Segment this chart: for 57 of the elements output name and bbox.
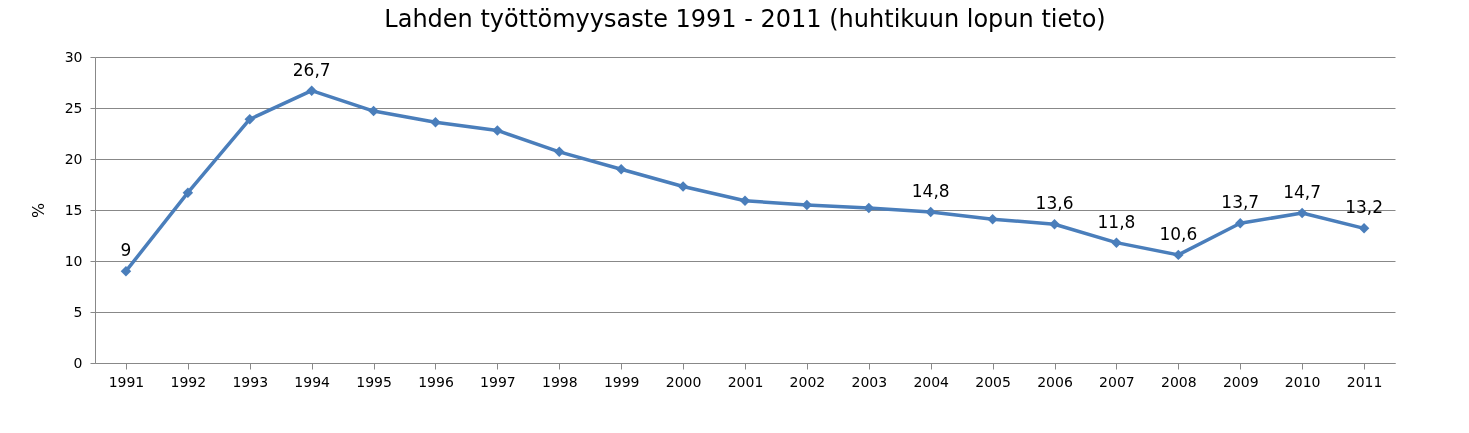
point <box>987 213 998 225</box>
x-tick-label: 2009 <box>1222 373 1259 390</box>
y-tick-label: 15 <box>64 201 83 218</box>
x-tick-label: 2004 <box>913 373 950 390</box>
x-tick-label: 2001 <box>727 373 764 390</box>
point <box>739 195 751 207</box>
y-tick-label: 5 <box>73 303 83 320</box>
point <box>244 113 256 125</box>
x-tick-label: 2003 <box>851 373 888 390</box>
y-tick-label: 30 <box>64 48 83 65</box>
data-label: 9 <box>120 240 132 261</box>
x-tick-label: 1994 <box>294 373 331 390</box>
chart-title: Lahden työttömyysaste 1991 - 2011 (huhtikuun lopun tieto) <box>384 5 1106 33</box>
point <box>120 265 132 277</box>
point <box>1234 218 1246 229</box>
data-label: 10,6 <box>1159 223 1198 244</box>
y-tick-label: 25 <box>64 99 83 116</box>
data-label: 14,7 <box>1283 182 1322 203</box>
x-tick-label: 2007 <box>1099 373 1135 390</box>
data-label: 11,8 <box>1097 211 1136 232</box>
x-tick-label: 1996 <box>418 373 454 390</box>
x-tick-label: 2000 <box>665 373 702 390</box>
point <box>1173 249 1184 261</box>
x-tick-label: 1998 <box>541 373 578 390</box>
x-tick-label: 2006 <box>1037 373 1073 390</box>
data-label: 13,6 <box>1035 193 1074 214</box>
point <box>1111 237 1122 248</box>
x-tick-label: 1992 <box>170 373 207 390</box>
x-tick-label: 1991 <box>108 373 145 390</box>
x-tick-label: 2010 <box>1284 373 1321 390</box>
point <box>368 105 379 117</box>
x-tick-label: 2005 <box>975 373 1011 390</box>
x-tick-label: 2011 <box>1346 373 1383 390</box>
data-label: 13,7 <box>1221 192 1260 213</box>
point <box>182 187 194 198</box>
y-tick-label: 10 <box>64 252 83 269</box>
data-label: 14,8 <box>911 181 950 202</box>
x-tick-label: 2002 <box>789 373 826 390</box>
point <box>615 163 627 175</box>
x-tick-label: 2008 <box>1161 373 1197 390</box>
point <box>1358 223 1370 234</box>
y-tick-label: 20 <box>64 150 83 167</box>
x-tick-label: 1997 <box>480 373 516 390</box>
data-label: 13,2 <box>1345 197 1383 218</box>
point <box>925 206 936 218</box>
point <box>430 117 441 128</box>
point <box>677 181 689 192</box>
point <box>492 125 503 136</box>
point <box>1049 219 1060 230</box>
point <box>554 146 565 158</box>
point <box>306 85 317 96</box>
data-label: 26,7 <box>292 59 331 80</box>
y-tick-label: 0 <box>73 354 83 371</box>
y-axis-title: % <box>28 202 48 219</box>
x-tick-label: 1995 <box>356 373 392 390</box>
x-tick-label: 1999 <box>603 373 640 390</box>
x-tick-label: 1993 <box>232 373 269 390</box>
